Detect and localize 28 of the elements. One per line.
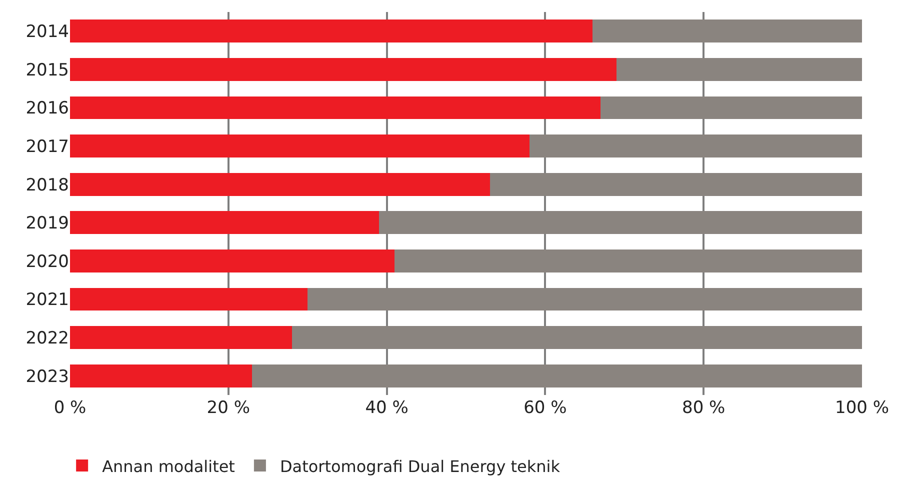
bar bbox=[70, 288, 308, 311]
y-tick-label: 2022 bbox=[26, 328, 69, 348]
bar bbox=[70, 134, 530, 158]
y-tick-label: 2020 bbox=[26, 252, 69, 272]
y-tick-label: 2019 bbox=[26, 214, 69, 234]
bar bbox=[70, 326, 292, 350]
bar bbox=[70, 364, 252, 388]
y-tick-label: 2023 bbox=[26, 366, 69, 387]
bar bbox=[70, 20, 593, 43]
y-tick-label: 2018 bbox=[26, 175, 69, 196]
x-tick-label: 60 % bbox=[524, 398, 567, 418]
y-tick-label: 2016 bbox=[26, 98, 69, 119]
x-tick-label: 80 % bbox=[682, 398, 726, 418]
legend-label: Annan modalitet bbox=[102, 456, 235, 476]
x-tick-label: 0 % bbox=[54, 398, 86, 418]
bar bbox=[70, 211, 379, 234]
x-tick-label: 40 % bbox=[365, 398, 408, 418]
x-tick-label: 20 % bbox=[206, 398, 250, 418]
y-tick-label: 2014 bbox=[26, 22, 69, 42]
bar bbox=[70, 58, 616, 81]
y-tick-label: 2015 bbox=[26, 60, 69, 80]
y-tick-label: 2017 bbox=[26, 137, 69, 157]
x-tick-label: 100 % bbox=[834, 398, 890, 418]
bar bbox=[70, 249, 395, 272]
bar bbox=[70, 96, 601, 120]
y-tick-label: 2021 bbox=[26, 290, 69, 310]
legend-label: Datortomografi Dual Energy teknik bbox=[280, 456, 561, 476]
bar bbox=[70, 172, 490, 196]
